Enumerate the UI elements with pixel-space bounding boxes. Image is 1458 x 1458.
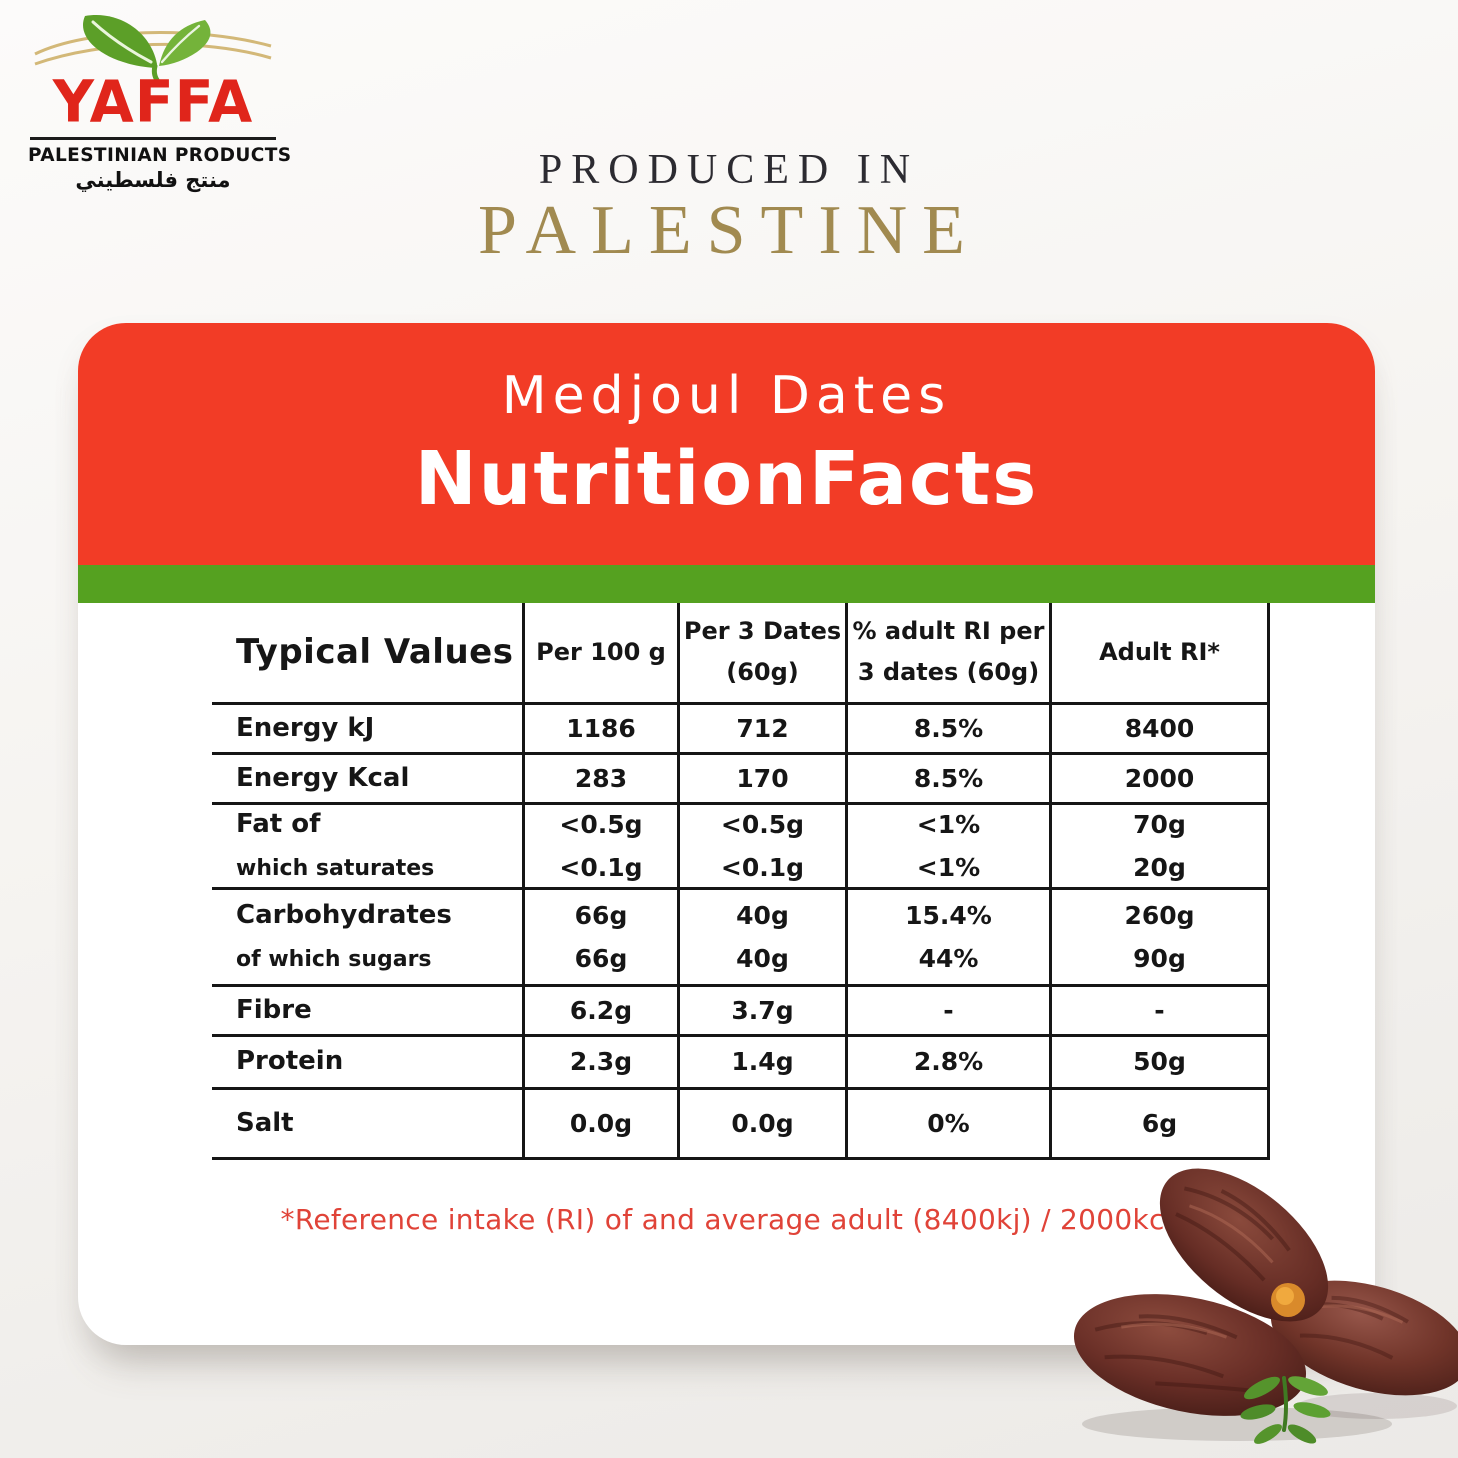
logo-divider: [30, 137, 276, 140]
column-header: Adult RI*: [1052, 603, 1270, 705]
row-label: Fat of which saturates: [212, 805, 525, 890]
row-label: Protein: [212, 1037, 525, 1090]
value-cell: <1% <1%: [848, 805, 1052, 890]
value-cell: 2000: [1052, 755, 1270, 805]
brand-subtitle: PALESTINIAN PRODUCTS: [28, 145, 292, 166]
value-cell: 8.5%: [848, 705, 1052, 755]
value-cell: 8.5%: [848, 755, 1052, 805]
value-cell: 1.4g: [680, 1037, 848, 1090]
palestine-line: PALESTINE: [478, 192, 980, 269]
value-cell: <0.5g <0.1g: [525, 805, 680, 890]
value-cell: 6.2g: [525, 987, 680, 1037]
row-label: Energy kJ: [212, 705, 525, 755]
nutrition-table: Typical Values Per 100 g Per 3 Dates (60g)%…: [212, 603, 1270, 1160]
value-cell: -: [848, 987, 1052, 1037]
value-cell: 1186: [525, 705, 680, 755]
column-header-typical-values: Typical Values: [212, 603, 525, 705]
nutrition-card: Medjoul Dates NutritionFacts Typical Val…: [78, 323, 1375, 1345]
green-stripe: [78, 565, 1375, 603]
row-label: Fibre: [212, 987, 525, 1037]
value-cell: <0.5g <0.1g: [680, 805, 848, 890]
produced-in-line: PRODUCED IN: [538, 147, 920, 193]
row-label: Salt: [212, 1090, 525, 1160]
value-cell: 170: [680, 755, 848, 805]
column-header: % adult RI per 3 dates (60g): [848, 603, 1052, 705]
value-cell: 2.8%: [848, 1037, 1052, 1090]
value-cell: 3.7g: [680, 987, 848, 1037]
value-cell: 2.3g: [525, 1037, 680, 1090]
row-label: Carbohydrates of which sugars: [212, 890, 525, 987]
column-header: Per 100 g: [525, 603, 680, 705]
value-cell: -: [1052, 987, 1270, 1037]
value-cell: 8400: [1052, 705, 1270, 755]
value-cell: 15.4% 44%: [848, 890, 1052, 987]
brand-subtitle-arabic: منتج فلسطيني: [75, 168, 231, 192]
brand-name: YAFFA: [52, 68, 254, 136]
column-header: Per 3 Dates (60g): [680, 603, 848, 705]
card-header: Medjoul Dates NutritionFacts: [78, 323, 1375, 565]
value-cell: 0.0g: [680, 1090, 848, 1160]
value-cell: 6g: [1052, 1090, 1270, 1160]
value-cell: 40g 40g: [680, 890, 848, 987]
reference-intake-footnote: *Reference intake (RI) of and average ad…: [280, 1203, 1202, 1236]
value-cell: 260g 90g: [1052, 890, 1270, 987]
product-name: Medjoul Dates: [501, 366, 952, 426]
value-cell: 50g: [1052, 1037, 1270, 1090]
value-cell: 712: [680, 705, 848, 755]
green-sprig-icon: [1240, 1376, 1331, 1444]
leaves-and-arcs-icon: [34, 15, 272, 80]
value-cell: 0.0g: [525, 1090, 680, 1160]
produced-in-heading: PRODUCED IN PALESTINE: [478, 146, 980, 266]
value-cell: 70g 20g: [1052, 805, 1270, 890]
value-cell: 66g 66g: [525, 890, 680, 987]
dates-image: [1073, 1168, 1458, 1444]
yaffa-logo: YAFFA PALESTINIAN PRODUCTS منتج فلسطيني: [28, 4, 292, 192]
row-label: Energy Kcal: [212, 755, 525, 805]
nutrition-facts-title: NutritionFacts: [414, 436, 1039, 522]
value-cell: 0%: [848, 1090, 1052, 1160]
value-cell: 283: [525, 755, 680, 805]
